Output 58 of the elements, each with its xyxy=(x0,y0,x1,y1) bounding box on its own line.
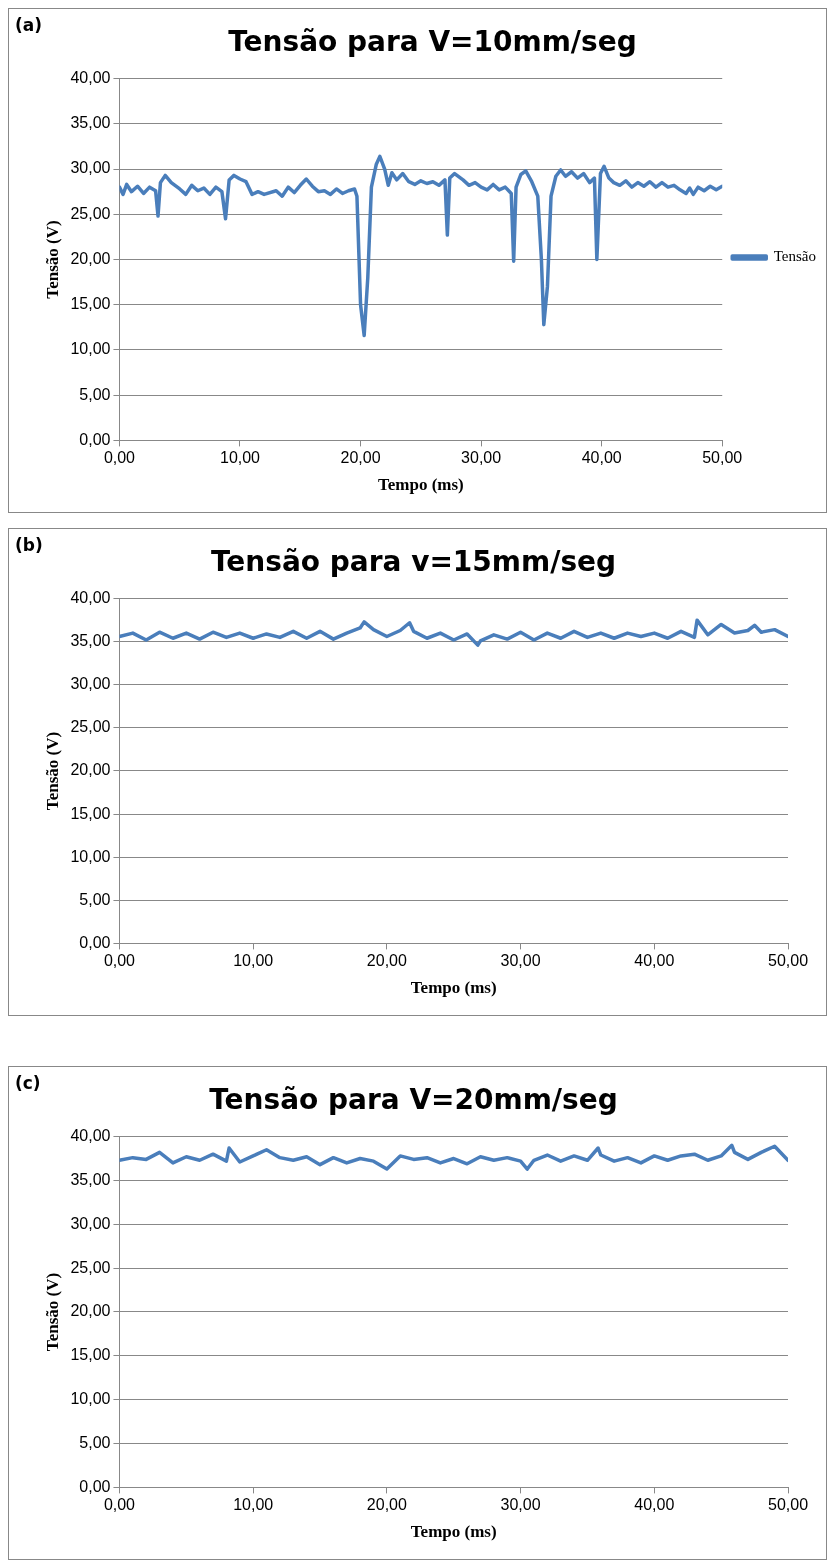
y-tick-label: 25,00 xyxy=(70,718,111,736)
x-axis-title: Tempo (ms) xyxy=(377,475,464,495)
y-tick-label: 25,00 xyxy=(70,1258,111,1276)
x-tick-label: 0,00 xyxy=(103,449,136,467)
y-tick-label: 10,00 xyxy=(70,1390,111,1408)
chart-title: Tensão para v=15mm/seg xyxy=(210,545,617,579)
chart-title: Tensão para V=20mm/seg xyxy=(209,1083,618,1117)
y-tick-label: 35,00 xyxy=(70,114,111,132)
y-tick-label: 40,00 xyxy=(70,69,111,87)
y-tick-label: 40,00 xyxy=(70,589,111,607)
x-tick-label: 50,00 xyxy=(767,1496,809,1514)
y-tick-label: 30,00 xyxy=(70,675,111,693)
x-tick-label: 30,00 xyxy=(461,449,502,467)
y-tick-label: 15,00 xyxy=(70,1346,111,1364)
y-tick-label: 10,00 xyxy=(70,340,111,358)
y-axis-title: Tensão (V) xyxy=(42,220,62,299)
y-tick-label: 0,00 xyxy=(79,430,111,448)
y-tick-label: 20,00 xyxy=(70,761,111,779)
y-tick-label: 35,00 xyxy=(70,632,111,650)
x-tick-label: 0,00 xyxy=(103,1496,136,1514)
text: (a) xyxy=(15,15,43,35)
y-tick-label: 10,00 xyxy=(70,847,111,865)
x-tick-label: 30,00 xyxy=(500,952,541,970)
x-tick-label: 10,00 xyxy=(233,1496,274,1514)
y-tick-label: 30,00 xyxy=(70,159,111,177)
x-tick-label: 10,00 xyxy=(233,952,274,970)
x-tick-label: 50,00 xyxy=(767,952,809,970)
y-tick-label: 0,00 xyxy=(79,1477,111,1495)
x-axis-title: Tempo (ms) xyxy=(410,978,497,998)
y-tick-label: 15,00 xyxy=(70,804,111,822)
y-tick-label: 5,00 xyxy=(79,890,111,908)
y-axis-title: Tensão (V) xyxy=(42,1272,62,1352)
y-tick-label: 35,00 xyxy=(70,1170,111,1188)
y-tick-label: 20,00 xyxy=(70,1302,111,1320)
x-tick-label: 50,00 xyxy=(702,449,743,467)
y-tick-label: 5,00 xyxy=(79,1433,111,1451)
x-tick-label: 20,00 xyxy=(366,952,407,970)
x-tick-label: 40,00 xyxy=(634,1496,675,1514)
x-tick-label: 0,00 xyxy=(103,952,136,970)
y-tick-label: 25,00 xyxy=(70,204,111,222)
x-tick-label: 40,00 xyxy=(634,952,675,970)
chart-title: Tensão para V=10mm/seg xyxy=(228,25,637,59)
x-tick-label: 10,00 xyxy=(219,449,261,467)
x-tick-label: 40,00 xyxy=(581,449,622,467)
x-tick-label: 20,00 xyxy=(340,449,381,467)
x-tick-label: 20,00 xyxy=(366,1496,407,1514)
y-axis-title: Tensão (V) xyxy=(42,731,62,811)
y-tick-label: 20,00 xyxy=(70,249,111,267)
y-tick-label: 5,00 xyxy=(79,385,111,403)
text: (b) xyxy=(15,535,43,555)
y-tick-label: 40,00 xyxy=(70,1127,111,1145)
text: (c) xyxy=(15,1073,41,1093)
y-tick-label: 15,00 xyxy=(70,295,111,313)
y-tick-label: 0,00 xyxy=(79,933,111,951)
x-axis-title: Tempo (ms) xyxy=(410,1522,497,1542)
legend-label: Tensão xyxy=(773,248,817,265)
y-tick-label: 30,00 xyxy=(70,1214,111,1232)
x-tick-label: 30,00 xyxy=(500,1496,541,1514)
